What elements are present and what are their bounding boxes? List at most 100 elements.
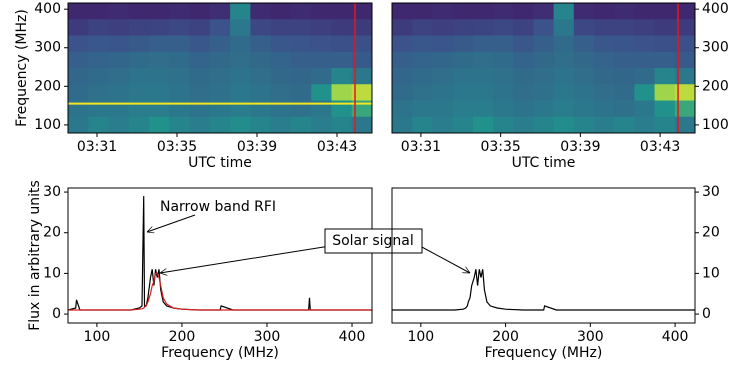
heatmap-cell <box>472 84 494 101</box>
heatmap-cell <box>209 100 231 118</box>
heatmap-cell <box>472 100 494 118</box>
heatmap-cell <box>614 35 635 53</box>
heatmap-cell <box>108 116 130 133</box>
heatmap-cell <box>634 84 656 101</box>
heatmap-cell <box>209 19 231 36</box>
heatmap-cell <box>493 68 514 85</box>
heatmap-cell <box>634 3 656 20</box>
annotation: Narrow band RFI <box>160 199 276 215</box>
heatmap-cell <box>230 84 251 101</box>
heatmap-cell <box>513 84 534 101</box>
heatmap-cell <box>230 68 251 85</box>
heatmap-cell <box>290 84 312 101</box>
heatmap-cell <box>452 100 474 118</box>
heatmap-cell <box>472 19 494 36</box>
heatmap-cell <box>209 35 231 53</box>
heatmap-cell <box>351 84 372 101</box>
heatmap-cell <box>533 51 555 69</box>
heatmap-cell <box>108 68 130 85</box>
heatmap-cell <box>452 68 474 85</box>
y-tick-label: 30 <box>43 184 61 200</box>
heatmap-cell <box>452 84 474 101</box>
heatmap-cell <box>392 19 413 36</box>
heatmap-cell <box>513 35 534 53</box>
heatmap-cell <box>250 84 272 101</box>
heatmap-cell <box>149 51 170 69</box>
plot-area <box>392 3 695 133</box>
heatmap-cell <box>533 116 555 133</box>
heatmap-cell <box>513 19 534 36</box>
heatmap-cell <box>614 51 635 69</box>
annotation-box <box>324 228 423 254</box>
heatmap-cell <box>392 84 413 101</box>
heatmap-cell <box>290 51 312 69</box>
heatmap-cell <box>634 19 656 36</box>
heatmap-cell <box>149 116 170 133</box>
annotation-arrow <box>419 245 470 274</box>
heatmap-cell <box>392 3 413 20</box>
heatmap-cell <box>493 35 514 53</box>
y-tick-label: 100 <box>702 117 729 133</box>
heatmap-cell <box>169 35 191 53</box>
heatmap-cell <box>250 19 272 36</box>
axes-frame <box>391 187 696 324</box>
heatmap-cell <box>674 116 695 133</box>
heatmap-cell <box>674 68 695 85</box>
heatmap-cell <box>614 116 635 133</box>
y-tick-label: 10 <box>43 265 61 281</box>
heatmap-cell <box>189 68 211 85</box>
heatmap-cell <box>634 51 656 69</box>
heatmap-cell <box>311 100 332 118</box>
x-tick-label: 03:43 <box>317 139 357 155</box>
heatmap-cell <box>311 51 332 69</box>
heatmap-cell <box>290 19 312 36</box>
heatmap-cell <box>472 116 494 133</box>
heatmap-cell <box>594 68 615 85</box>
heatmap-cell <box>290 35 312 53</box>
heatmap-cell <box>674 100 695 118</box>
heatmap-cell <box>634 35 656 53</box>
heatmap-cell <box>654 3 676 20</box>
heatmap-cell <box>493 51 514 69</box>
heatmap-cell <box>250 100 272 118</box>
heatmap-cell <box>209 51 231 69</box>
heatmap-cell <box>88 116 110 133</box>
y-tick-label: 200 <box>34 78 61 94</box>
heatmap-cell <box>553 116 575 133</box>
heatmap-cell <box>209 116 231 133</box>
heatmap-cell <box>654 35 676 53</box>
heatmap-cell <box>573 3 595 20</box>
heatmap-cell <box>290 68 312 85</box>
heatmap-cell <box>128 116 150 133</box>
heatmap-cell <box>169 19 191 36</box>
heatmap-cell <box>230 19 251 36</box>
y-axis-label: Flux in arbitrary units <box>27 180 43 331</box>
heatmap-cell <box>230 100 251 118</box>
y-tick-label: 300 <box>702 40 729 56</box>
heatmap-cell <box>149 35 170 53</box>
heatmap-cell <box>169 100 191 118</box>
y-tick-label: 20 <box>702 225 720 241</box>
heatmap-cell <box>149 19 170 36</box>
heatmap-cell <box>290 116 312 133</box>
heatmap-cell <box>270 84 292 101</box>
heatmap-cell <box>88 84 110 101</box>
heatmap-cell <box>452 116 474 133</box>
heatmap-cell <box>331 35 353 53</box>
heatmap-cell <box>432 35 454 53</box>
heatmap-cell <box>149 68 170 85</box>
annotation-arrow <box>147 214 196 232</box>
heatmap-cell <box>68 19 89 36</box>
heatmap-cell <box>169 68 191 85</box>
heatmap-cell <box>412 68 433 85</box>
y-tick-label: 300 <box>34 40 61 56</box>
heatmap-cell <box>594 116 615 133</box>
heatmap-cell <box>128 100 150 118</box>
heatmap-cell <box>432 3 454 20</box>
heatmap-cell <box>128 35 150 53</box>
heatmap-cell <box>594 3 615 20</box>
y-tick-label: 30 <box>702 184 720 200</box>
plot-area <box>68 196 372 311</box>
heatmap-cell <box>553 84 575 101</box>
heatmap-cell <box>533 19 555 36</box>
